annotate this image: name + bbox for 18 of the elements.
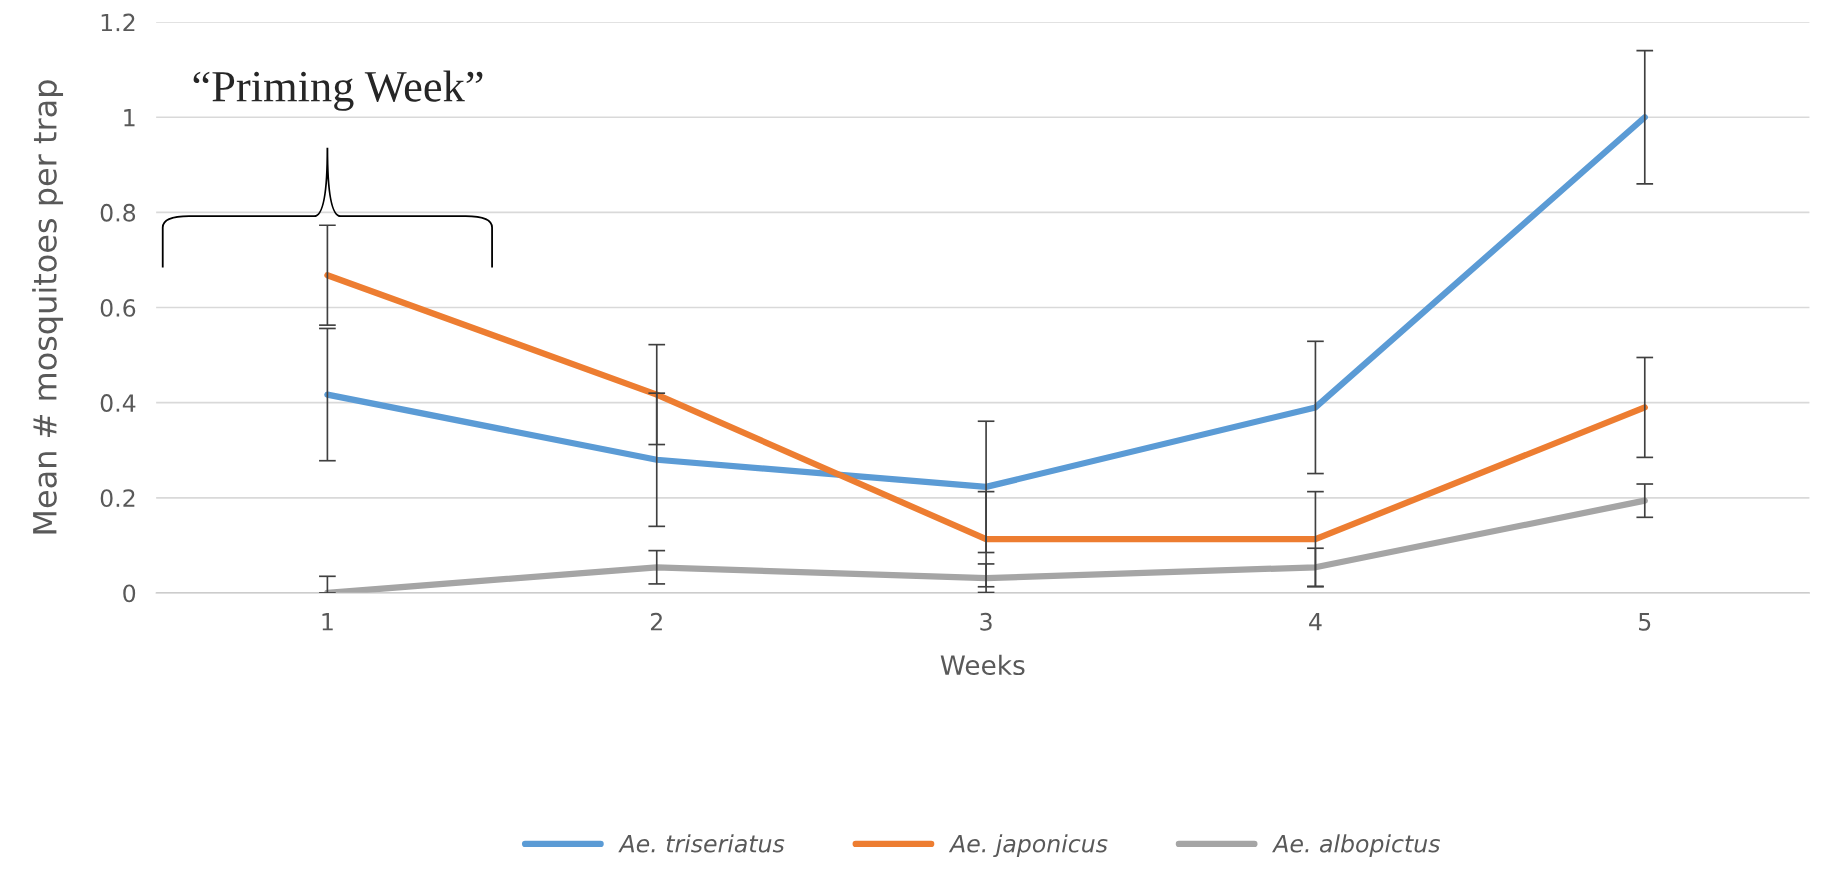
y-tick-label: 0.8	[100, 203, 136, 222]
x-tick-label: 4	[1309, 613, 1322, 631]
y-tick-label: 1	[124, 109, 135, 127]
y-tick-label: 0.6	[100, 298, 136, 317]
x-axis-title: Weeks	[940, 654, 1025, 676]
legend-label: Ae. triseriatus	[618, 834, 785, 853]
legend-label: Ae. albopictus	[1272, 834, 1441, 858]
y-tick-label: 0	[123, 584, 136, 603]
y-tick-label: 1.2	[101, 13, 135, 32]
legend-label: Ae. japonicus	[948, 834, 1108, 858]
x-tick-label: 5	[1639, 613, 1651, 631]
y-tick-label: 0.4	[100, 394, 136, 412]
x-tick-label: 2	[650, 612, 662, 631]
y-axis-title: Mean # mosquitoes per trap	[32, 80, 64, 534]
y-tick-label: 0.2	[100, 489, 135, 508]
annotation: “Priming Week”	[193, 70, 483, 111]
x-tick-label: 3	[980, 612, 992, 631]
x-tick-label: 1	[322, 613, 333, 631]
